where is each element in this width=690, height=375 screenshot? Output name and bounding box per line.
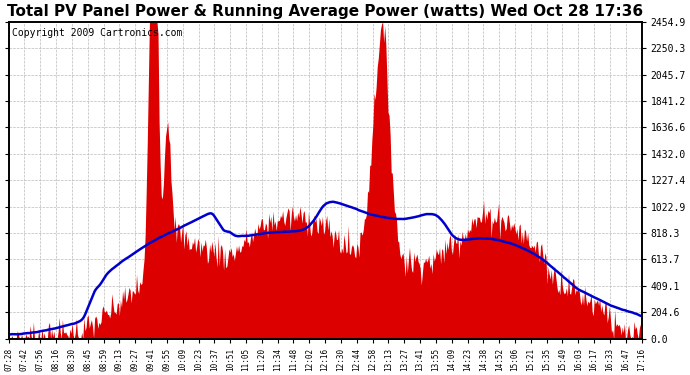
Text: Copyright 2009 Cartronics.com: Copyright 2009 Cartronics.com [12,28,182,38]
Title: Total PV Panel Power & Running Average Power (watts) Wed Oct 28 17:36: Total PV Panel Power & Running Average P… [7,4,643,19]
